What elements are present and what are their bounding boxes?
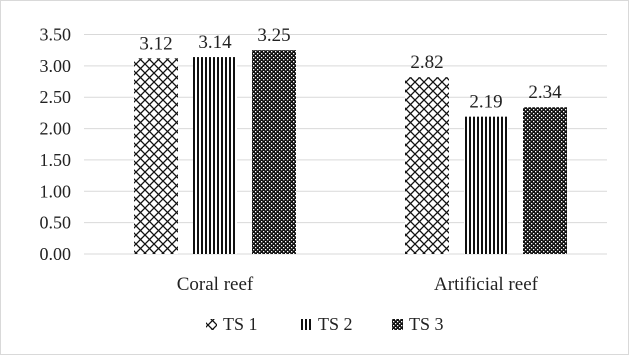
data-labels-layer: 3.12 3.14 3.25 2.82 2.19 2.34 [139,25,562,112]
bar-ts-3-coral-reef [252,50,296,254]
x-axis: Coral reef Artificial reef [177,274,539,295]
x-category-label: Coral reef [177,274,254,295]
legend-swatch [392,319,403,330]
y-tick-label: 0.00 [40,244,72,264]
data-label: 3.12 [139,33,172,54]
bar-ts-1-coral-reef [134,58,178,255]
legend-swatch [301,319,312,330]
bar-ts-3-artificial-reef [523,107,567,255]
data-label: 3.25 [257,25,290,46]
data-label: 2.82 [410,52,443,73]
bars-layer [134,50,567,255]
y-tick-label: 2.00 [40,119,72,139]
y-tick-label: 2.50 [40,87,72,107]
data-label: 2.19 [469,92,502,113]
x-category-label: Artificial reef [434,274,539,295]
data-label: 3.14 [198,32,232,53]
legend-label: TS 1 [223,314,258,334]
bar-ts-1-artificial-reef [405,77,449,254]
y-tick-label: 3.00 [40,56,72,76]
y-tick-label: 1.50 [40,150,72,170]
legend-label: TS 2 [318,314,353,334]
bar-ts-2-artificial-reef [464,116,508,254]
data-label: 2.34 [528,82,562,103]
legend-label: TS 3 [409,314,444,334]
y-tick-label: 0.50 [40,213,72,233]
bar-ts-2-coral-reef [193,57,237,254]
y-tick-label: 3.50 [40,25,72,45]
y-axis: 0.00 0.50 1.00 1.50 2.00 2.50 3.00 3.50 [40,25,72,265]
y-tick-label: 1.00 [40,181,72,201]
legend: TS 1 TS 2 TS 3 [206,314,444,334]
legend-swatch [206,319,217,330]
